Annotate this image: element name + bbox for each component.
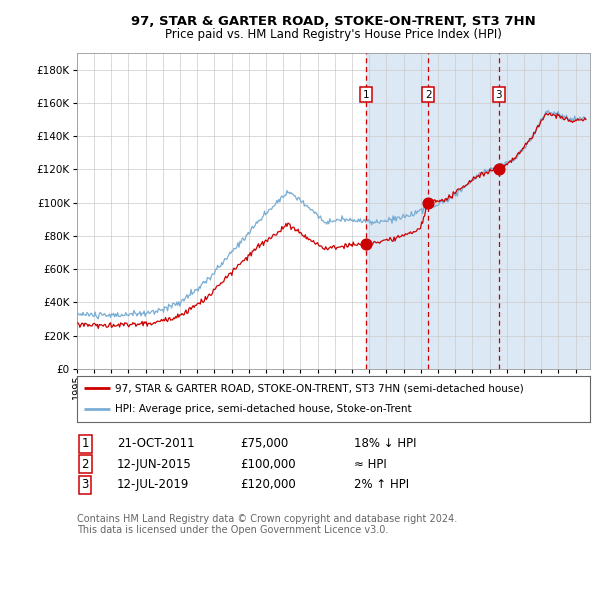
Text: 3: 3 [82,478,89,491]
Text: 1: 1 [82,437,89,450]
Text: 21-OCT-2011: 21-OCT-2011 [117,437,194,450]
Point [494,165,503,174]
Text: 97, STAR & GARTER ROAD, STOKE-ON-TRENT, ST3 7HN: 97, STAR & GARTER ROAD, STOKE-ON-TRENT, … [131,15,535,28]
Text: 12-JUN-2015: 12-JUN-2015 [117,458,192,471]
Text: 18% ↓ HPI: 18% ↓ HPI [354,437,416,450]
Text: Price paid vs. HM Land Registry's House Price Index (HPI): Price paid vs. HM Land Registry's House … [164,28,502,41]
Bar [366,53,590,369]
Text: ≈ HPI: ≈ HPI [354,458,387,471]
Text: Contains HM Land Registry data © Crown copyright and database right 2024.: Contains HM Land Registry data © Crown c… [77,514,457,525]
Point [424,198,433,207]
Text: 3: 3 [496,90,502,100]
Text: 97, STAR & GARTER ROAD, STOKE-ON-TRENT, ST3 7HN (semi-detached house): 97, STAR & GARTER ROAD, STOKE-ON-TRENT, … [115,384,524,394]
Text: This data is licensed under the Open Government Licence v3.0.: This data is licensed under the Open Gov… [77,525,388,535]
Text: HPI: Average price, semi-detached house, Stoke-on-Trent: HPI: Average price, semi-detached house,… [115,404,412,414]
Text: £75,000: £75,000 [240,437,288,450]
Text: 1: 1 [362,90,369,100]
Text: 12-JUL-2019: 12-JUL-2019 [117,478,190,491]
Text: £120,000: £120,000 [240,478,296,491]
Point [361,240,371,249]
Text: 2% ↑ HPI: 2% ↑ HPI [354,478,409,491]
Text: 2: 2 [82,458,89,471]
Text: £100,000: £100,000 [240,458,296,471]
Text: 2: 2 [425,90,431,100]
